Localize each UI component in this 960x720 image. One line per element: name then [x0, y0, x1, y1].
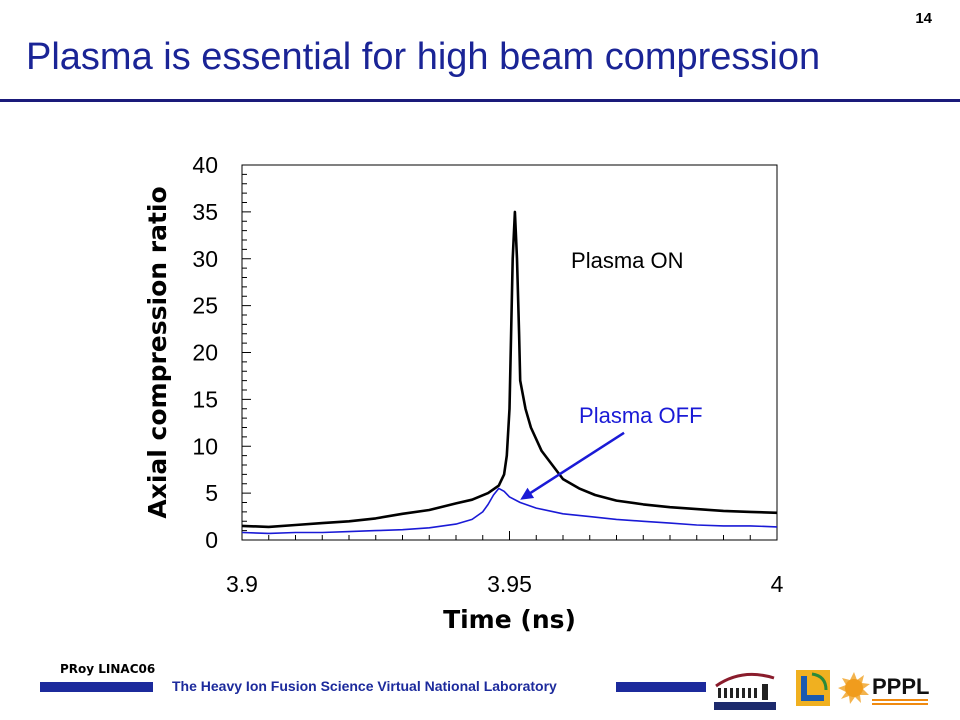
x-axis-label: Time (ns)	[443, 605, 576, 634]
y-tick-label: 10	[192, 433, 218, 459]
footer-lab-name: The Heavy Ion Fusion Science Virtual Nat…	[172, 678, 557, 694]
annotation-arrow-line	[525, 431, 625, 497]
title-divider	[0, 99, 960, 102]
chart-series	[241, 210, 778, 535]
y-axis-label: Axial compression ratio	[143, 186, 172, 518]
y-tick-label: 20	[192, 340, 218, 366]
annotation-arrow-head	[520, 487, 535, 500]
chart-labels: 0 5 10 15 20 25 30 35 40 3.9 3.95 4 Time (ns) Axial c…	[143, 152, 784, 634]
x-tick-label: 3.9	[226, 571, 258, 597]
llnl-logo	[796, 670, 830, 706]
pppl-logo: PPPL	[838, 672, 929, 705]
annotation-plasma-on: Plasma ON	[571, 248, 683, 273]
series-line-plasma-on	[241, 210, 778, 529]
y-tick-label: 40	[192, 152, 218, 178]
footer-bar-right	[616, 682, 706, 692]
y-tick-label: 15	[192, 386, 218, 412]
pppl-logo-text: PPPL	[872, 674, 929, 699]
footer-bar-left	[40, 682, 153, 692]
series-line-plasma-off	[241, 487, 778, 535]
x-tick-label: 3.95	[487, 571, 532, 597]
x-tick-label: 4	[771, 571, 784, 597]
y-tick-label: 5	[205, 480, 218, 506]
y-tick-label: 25	[192, 293, 218, 319]
slide-number: 14	[915, 10, 932, 27]
annotation-plasma-off: Plasma OFF	[579, 403, 702, 428]
berkeley-lab-logo	[714, 672, 776, 710]
y-tick-label: 35	[192, 199, 218, 225]
y-tick-label: 0	[205, 527, 218, 553]
y-tick-label: 30	[192, 246, 218, 272]
slide-title: Plasma is essential for high beam compre…	[26, 36, 821, 78]
chart-axes	[241, 164, 778, 541]
footer-author: PRoy LINAC06	[60, 662, 156, 676]
